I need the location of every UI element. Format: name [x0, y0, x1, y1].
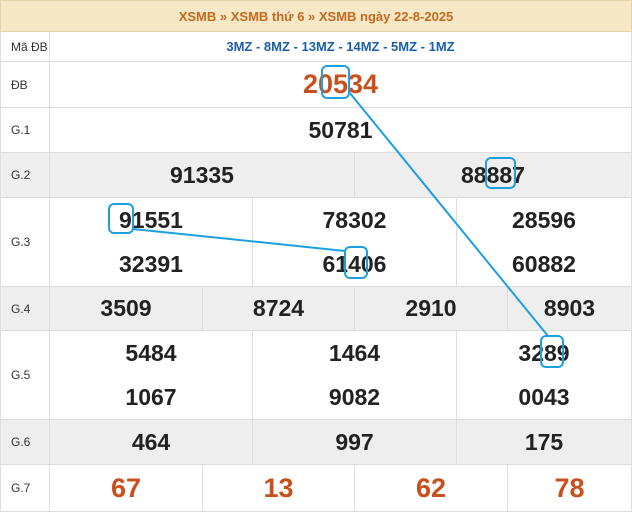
prize-number: 91335: [50, 153, 355, 198]
prize-label: G.6: [0, 420, 50, 465]
prize-number: 78: [508, 465, 632, 512]
prize-number: 13: [203, 465, 355, 512]
code-label: Mã ĐB: [0, 32, 50, 62]
prize-number: 3289: [457, 331, 632, 376]
prize-number: 78302: [253, 198, 457, 243]
prize-number: 8724: [203, 287, 355, 331]
prize-label: G.4: [0, 287, 50, 331]
prize-number: 997: [253, 420, 457, 465]
prize-number: 1464: [253, 331, 457, 376]
prize-number: 67: [50, 465, 203, 512]
breadcrumb[interactable]: XSMB » XSMB thứ 6 » XSMB ngày 22-8-2025: [0, 0, 632, 32]
prize-number: 62: [355, 465, 508, 512]
prize-label: ĐB: [0, 62, 50, 108]
prize-number: 175: [457, 420, 632, 465]
prize-number: 0043: [457, 375, 632, 420]
prize-number: 28596: [457, 198, 632, 243]
prize-label: G.2: [0, 153, 50, 198]
prize-number: 1067: [50, 375, 253, 420]
prize-number: 50781: [50, 108, 632, 153]
prize-number: 3509: [50, 287, 203, 331]
prize-number: 91551: [50, 198, 253, 243]
prize-number: 464: [50, 420, 253, 465]
prize-number: 20534: [50, 62, 632, 108]
prize-number: 8903: [508, 287, 632, 331]
prize-number: 61406: [253, 242, 457, 287]
prize-number: 5484: [50, 331, 253, 376]
prize-label: G.5: [0, 331, 50, 420]
prize-label: G.7: [0, 465, 50, 512]
prize-label: G.3: [0, 198, 50, 287]
prize-number: 88887: [355, 153, 632, 198]
prize-number: 2910: [355, 287, 508, 331]
special-codes: 3MZ - 8MZ - 13MZ - 14MZ - 5MZ - 1MZ: [50, 32, 632, 62]
prize-number: 60882: [457, 242, 632, 287]
prize-label: G.1: [0, 108, 50, 153]
prize-number: 9082: [253, 375, 457, 420]
prize-number: 32391: [50, 242, 253, 287]
